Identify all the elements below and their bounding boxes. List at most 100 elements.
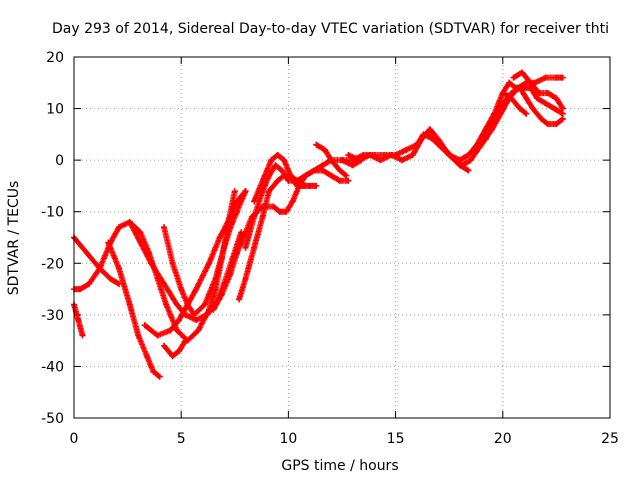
x-tick-label: 0 [70,431,79,447]
data-point [349,162,356,169]
data-point [516,84,523,91]
data-point [456,162,463,169]
data-point [508,95,515,102]
data-point [193,286,200,293]
data-point [293,182,300,189]
data-point [268,157,275,164]
chart-title: Day 293 of 2014, Sidereal Day-to-day VTE… [52,21,609,37]
data-point [328,157,335,164]
data-point [161,224,168,231]
data-point [116,224,123,231]
data-point [261,172,268,179]
data-point [75,317,82,324]
data-point [508,90,515,97]
data-point [366,151,373,158]
data-point [169,353,176,360]
data-point [274,177,281,184]
series-arc-15 [345,126,472,174]
data-point [278,167,285,174]
data-point [527,79,534,86]
data-point [233,208,240,215]
series-arc-17 [482,84,566,143]
data-point [409,151,416,158]
data-point [137,229,144,236]
data-point [178,286,185,293]
data-point [231,188,238,195]
data-point [456,157,463,164]
x-tick-label: 5 [177,431,186,447]
data-point [553,95,560,102]
data-point [167,327,174,334]
data-point [311,167,318,174]
data-point [529,105,536,112]
data-point [510,74,517,81]
data-point [206,260,213,267]
data-point [506,79,513,86]
data-point [210,306,217,313]
series-arc-8 [161,337,189,360]
data-point [274,151,281,158]
data-point [176,347,183,354]
data-point [321,146,328,153]
data-point [345,177,352,184]
data-point [242,244,249,251]
data-point [137,239,144,246]
data-point [195,327,202,334]
data-point [499,100,506,107]
data-point [96,265,103,272]
data-point [161,342,168,349]
data-point [251,198,258,205]
data-point [465,151,472,158]
data-point [377,157,384,164]
data-point [523,110,530,117]
plot-frame [73,56,611,419]
y-axis-label: SDTVAR / TECUs [6,181,22,296]
data-point [135,332,142,339]
y-tick-label: -40 [41,359,64,375]
data-point [191,311,198,318]
data-point [553,74,560,81]
data-point [266,188,273,195]
x-tick-label: 10 [279,431,297,447]
data-point [163,301,170,308]
data-point [319,162,326,169]
data-point [283,208,290,215]
data-point [173,301,180,308]
x-tick-label: 15 [387,431,405,447]
data-point [281,172,288,179]
data-point [559,115,566,122]
data-point [276,208,283,215]
data-point [467,157,474,164]
data-point [426,126,433,133]
data-point [86,280,93,287]
data-point [270,203,277,210]
data-point [105,239,112,246]
data-point [193,317,200,324]
data-point [218,291,225,298]
x-tick-labels: 0 5 10 15 20 25 [70,431,619,447]
data-point [435,141,442,148]
data-point [519,69,526,76]
y-tick-labels: -50 -40 -30 -20 -10 0 10 20 [41,50,64,427]
data-point [176,317,183,324]
data-point [236,296,243,303]
data-point [553,121,560,128]
series-arc-13 [313,141,350,179]
y-tick-label: -10 [41,205,64,221]
data-point [242,188,249,195]
series-arc-19 [499,90,530,117]
data-point [516,105,523,112]
data-point [173,327,180,334]
data-point [356,157,363,164]
data-point [306,182,313,189]
series-arc-18 [510,69,566,112]
data-point [148,260,155,267]
data-point [182,337,189,344]
data-point [313,141,320,148]
data-point [336,177,343,184]
data-point [491,115,498,122]
data-point [534,95,541,102]
data-point [289,198,296,205]
data-point [79,332,86,339]
data-point [184,301,191,308]
